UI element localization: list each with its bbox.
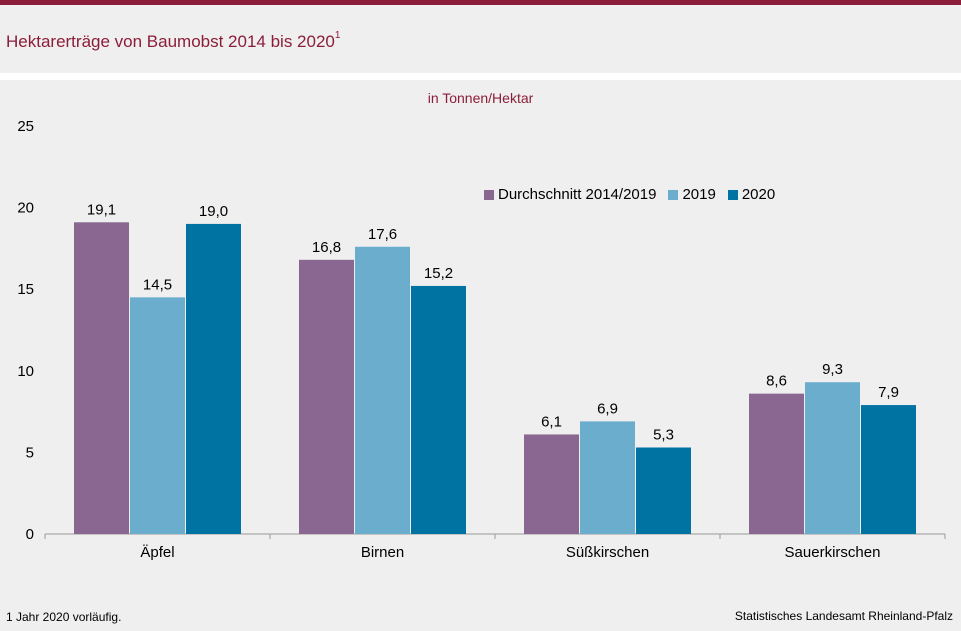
data-label: 17,6	[368, 226, 397, 243]
data-label: 16,8	[312, 239, 341, 256]
y-tick-label: 10	[17, 363, 34, 380]
bar	[636, 447, 691, 534]
data-label: 5,3	[653, 427, 674, 444]
y-tick-label: 5	[26, 444, 34, 461]
y-tick-label: 0	[26, 526, 34, 543]
header-panel: Hektarerträge von Baumobst 2014 bis 2020…	[0, 5, 961, 73]
data-label: 9,3	[822, 361, 843, 378]
footnote: 1 Jahr 2020 vorläufig.	[6, 610, 122, 624]
y-tick-label: 15	[17, 281, 34, 298]
data-label: 14,5	[143, 276, 172, 293]
legend-swatch	[484, 189, 494, 200]
y-tick-label: 25	[17, 118, 34, 135]
bar	[749, 393, 804, 534]
legend-label: 2020	[741, 186, 776, 203]
data-label: 6,9	[597, 400, 618, 417]
y-tick-label: 20	[17, 200, 34, 217]
legend-item: 2019	[668, 186, 716, 203]
data-label: 19,1	[87, 201, 116, 218]
data-label: 7,9	[878, 384, 899, 401]
x-tick-label: Äpfel	[140, 544, 174, 561]
x-tick-label: Birnen	[361, 544, 404, 561]
chart-title-text: Hektarerträge von Baumobst 2014 bis 2020	[6, 32, 335, 51]
top-accent-bar	[0, 0, 961, 5]
bar	[805, 382, 860, 534]
legend-swatch	[727, 189, 738, 200]
chart-title: Hektarerträge von Baumobst 2014 bis 2020…	[6, 30, 341, 52]
bar	[74, 222, 129, 534]
legend-item: Durchschnitt 2014/2019	[484, 186, 656, 203]
legend-swatch	[668, 189, 679, 200]
legend-label: Durchschnitt 2014/2019	[498, 186, 657, 203]
title-footnote-marker: 1	[334, 30, 341, 41]
legend-label: 2019	[682, 186, 716, 203]
bar	[411, 285, 466, 534]
bar	[130, 297, 185, 534]
legend-item: 2020	[727, 186, 776, 203]
source-credit: Statistisches Landesamt Rheinland-Pfalz	[734, 609, 953, 623]
data-label: 8,6	[766, 373, 787, 390]
bar	[186, 223, 241, 535]
chart-legend: Durchschnitt 2014/2019 2019 2020	[484, 186, 787, 203]
bar	[861, 405, 916, 534]
bar	[524, 434, 579, 534]
bar	[299, 259, 354, 534]
bar	[355, 246, 410, 534]
x-tick-label: Sauerkirschen	[785, 544, 881, 561]
bar	[580, 421, 635, 534]
unit-label: in Tonnen/Hektar	[427, 90, 534, 106]
data-label: 15,2	[424, 265, 453, 282]
data-label: 6,1	[541, 413, 562, 430]
x-tick-label: Süßkirschen	[566, 544, 649, 561]
data-label: 19,0	[199, 203, 228, 220]
